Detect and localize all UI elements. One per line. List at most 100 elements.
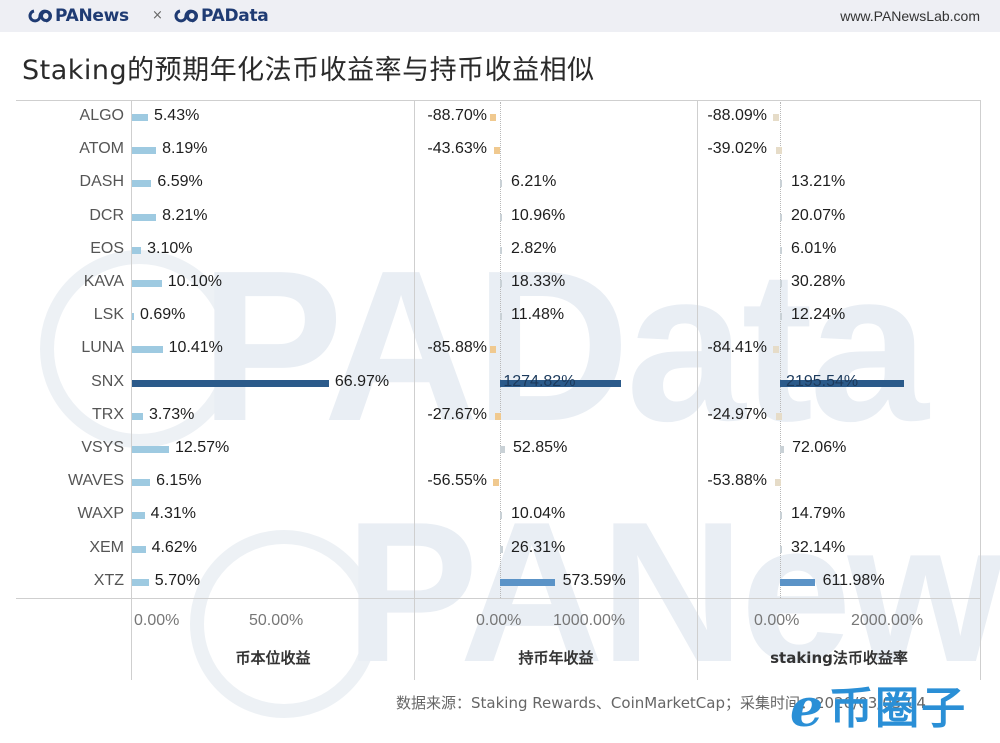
panel-1-tick-50: 50.00% — [249, 612, 304, 629]
category-label: SNX — [91, 372, 124, 390]
bar-1 — [132, 313, 135, 321]
panel-1-tick-0: 0.00% — [134, 612, 180, 629]
value-label-1: 8.19% — [162, 140, 208, 158]
padata-logo-icon — [174, 9, 198, 23]
bar-3 — [773, 114, 780, 121]
value-label-3: -24.97% — [707, 405, 767, 423]
panel-1-axis-title: 币本位收益 — [235, 649, 311, 667]
value-label-2: 11.48% — [511, 306, 565, 324]
bar-3 — [780, 512, 782, 520]
value-label-1: 12.57% — [174, 439, 230, 456]
value-label-3: 30.28% — [791, 273, 846, 290]
bar-1 — [132, 180, 152, 188]
value-label-1: 8.21% — [162, 206, 208, 224]
value-label-2: 18.33% — [511, 273, 566, 290]
panel-2-tick-1000: 1000.00% — [553, 612, 626, 629]
category-label: KAVA — [83, 273, 124, 290]
bar-1 — [132, 479, 151, 487]
bar-1 — [132, 578, 149, 586]
bar-2 — [493, 147, 500, 155]
panel-3-zero-line — [780, 102, 781, 598]
panel-3-tick-2000: 2000.00% — [851, 612, 924, 629]
padata-brand-text: PAData — [201, 6, 269, 26]
value-label-1: 10.10% — [167, 273, 222, 290]
bar-1 — [132, 213, 157, 221]
value-label-1: 5.43% — [153, 107, 200, 124]
panel-2-tick-0: 0.00% — [476, 612, 522, 629]
bar-3 — [773, 346, 780, 354]
bar-3 — [780, 446, 785, 453]
value-label-2: 10.04% — [511, 505, 566, 523]
data-source-note: 数据来源：Staking Rewards、CoinMarketCap；采集时间：… — [396, 694, 926, 712]
bar-3 — [780, 578, 815, 586]
value-label-3: -84.41% — [707, 339, 767, 357]
bar-2 — [489, 346, 496, 354]
panel-3-axis-title: staking法币收益率 — [770, 649, 908, 667]
bar-3 — [780, 280, 782, 287]
value-label-3: 20.07% — [791, 206, 846, 224]
value-label-1: 10.41% — [168, 339, 223, 357]
bar-1 — [132, 446, 169, 453]
watermark-padata: PAData — [200, 225, 929, 466]
padata-brand: PAData — [174, 6, 269, 26]
panel-3-tick-0: 0.00% — [754, 612, 800, 629]
value-label-1: 3.10% — [147, 239, 193, 257]
value-label-2: 26.31% — [511, 538, 566, 556]
category-label: EOS — [90, 239, 124, 257]
value-label-2: 6.21% — [511, 173, 557, 191]
bar-1 — [132, 147, 157, 155]
top-border — [16, 100, 981, 101]
category-label: ALGO — [79, 107, 124, 124]
panel-divider-1 — [414, 100, 415, 680]
bar-3 — [780, 313, 782, 321]
bar-2 — [500, 313, 502, 321]
bar-2 — [495, 412, 502, 420]
bar-3 — [780, 246, 782, 254]
bar-2 — [500, 213, 502, 221]
category-label: DASH — [79, 173, 124, 191]
category-label: VSYS — [81, 439, 124, 456]
bar-2 — [500, 512, 502, 520]
value-label-2: 52.85% — [513, 439, 568, 456]
value-label-1: 6.59% — [157, 173, 203, 191]
value-label-1: 66.97% — [334, 372, 390, 390]
bar-2 — [489, 114, 496, 121]
bar-1 — [132, 280, 162, 287]
corner-logo-text: 币圈子 — [829, 683, 968, 734]
bar-1 — [132, 412, 143, 420]
panel-2-axis-title: 持币年收益 — [518, 649, 594, 667]
value-label-1: 6.15% — [156, 472, 202, 490]
bar-3 — [776, 412, 782, 420]
bar-2 — [500, 578, 555, 586]
bar-3 — [780, 379, 905, 387]
value-label-2: 1274.82% — [503, 372, 576, 390]
value-label-1: 4.62% — [151, 538, 197, 556]
value-label-1: 0.69% — [140, 306, 186, 324]
bar-1 — [132, 545, 146, 553]
value-label-3: 72.06% — [792, 439, 847, 456]
panel-3-right-border — [980, 100, 981, 680]
e-logo-icon: e — [790, 678, 824, 739]
value-label-2: -56.55% — [427, 472, 487, 490]
panews-logo-icon — [28, 9, 52, 23]
category-label: XTZ — [93, 571, 124, 589]
value-label-3: -39.02% — [707, 140, 767, 158]
value-label-3: 32.14% — [791, 538, 846, 556]
bar-3 — [780, 213, 782, 221]
bar-3 — [780, 545, 782, 553]
value-label-3: 13.21% — [791, 173, 846, 191]
category-label: WAXP — [77, 505, 124, 523]
category-label: ATOM — [79, 140, 124, 158]
bar-3 — [780, 180, 782, 188]
bar-1 — [132, 379, 329, 387]
value-label-2: 2.82% — [511, 239, 557, 257]
category-label: XEM — [89, 538, 124, 556]
chart-title: Staking的预期年化法币收益率与持币收益相似 — [22, 55, 595, 86]
watermark-panews: PANews — [345, 481, 1000, 704]
bar-2 — [500, 545, 503, 553]
bar-1 — [132, 114, 148, 121]
panews-brand: PANews — [28, 6, 129, 26]
value-label-3: 2195.54% — [786, 372, 859, 390]
value-label-2: -27.67% — [427, 405, 487, 423]
